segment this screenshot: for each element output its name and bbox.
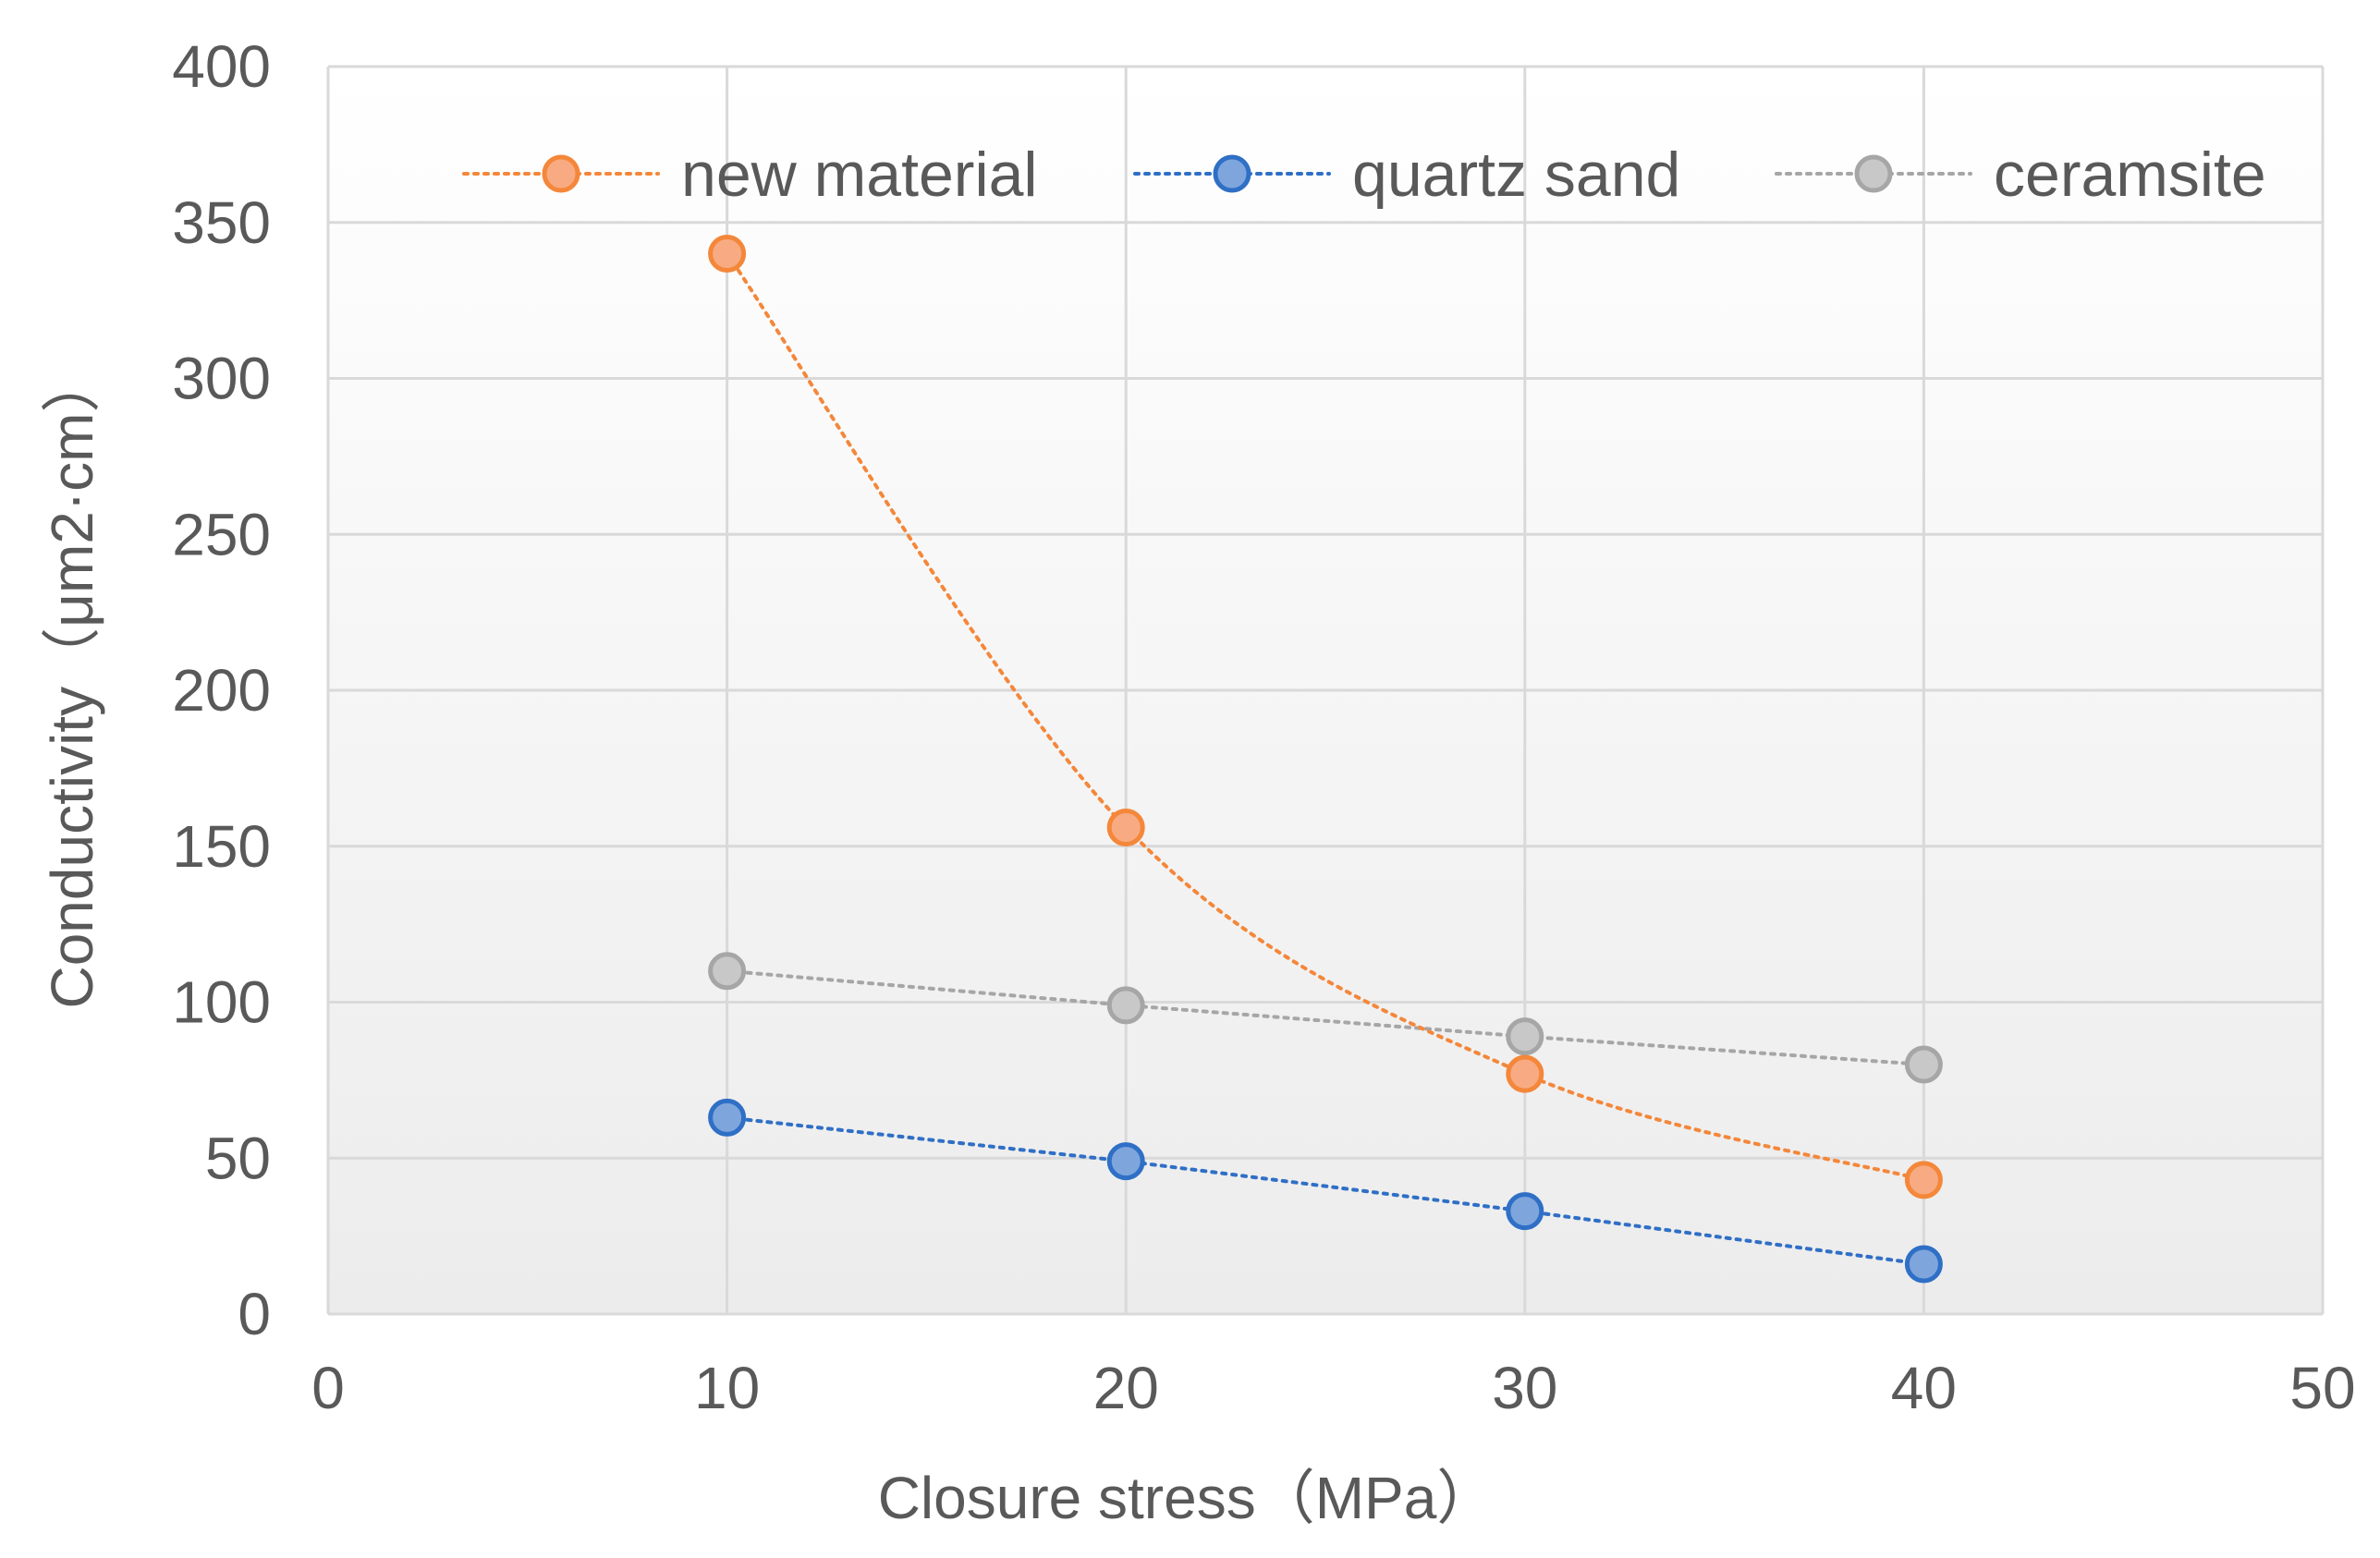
- y-tick-label: 100: [172, 969, 271, 1036]
- legend-marker-quartz-sand: [1213, 154, 1251, 193]
- legend-item-new-material: new material: [462, 140, 1038, 210]
- y-axis-title: Conductivity（μm2·cm）: [39, 354, 105, 1009]
- series-line-new-material: [725, 251, 1926, 1182]
- x-tick-label: 50: [2289, 1355, 2355, 1421]
- legend-label-ceramsite: ceramsite: [1994, 140, 2266, 210]
- x-axis-title: Closure stress（MPa）: [878, 1465, 1496, 1531]
- x-tick-label: 0: [311, 1355, 345, 1421]
- data-point-quartz-sand: [1106, 1142, 1145, 1181]
- legend-marker-ceramsite: [1854, 154, 1893, 193]
- y-tick-label: 0: [238, 1281, 271, 1347]
- data-point-new-material: [708, 235, 747, 273]
- data-point-new-material: [1506, 1054, 1544, 1093]
- x-tick-label: 30: [1492, 1355, 1557, 1421]
- data-point-quartz-sand: [1506, 1192, 1544, 1231]
- data-point-new-material: [1106, 809, 1145, 846]
- series-line-quartz-sand: [725, 1115, 1926, 1266]
- data-point-ceramsite: [1904, 1045, 1943, 1084]
- series-quartz-sand: [708, 1098, 1943, 1284]
- data-point-ceramsite: [708, 952, 747, 991]
- legend-item-quartz-sand: quartz sand: [1133, 140, 1680, 210]
- y-tick-label: 300: [172, 346, 271, 412]
- legend-item-ceramsite: ceramsite: [1775, 140, 2266, 210]
- data-point-quartz-sand: [1904, 1245, 1943, 1284]
- x-tick-label: 20: [1093, 1355, 1159, 1421]
- y-tick-label: 350: [172, 189, 271, 256]
- data-point-quartz-sand: [708, 1098, 747, 1137]
- y-tick-label: 400: [172, 33, 271, 100]
- legend-label-new-material: new material: [681, 140, 1038, 210]
- series-line-ceramsite: [725, 968, 1926, 1066]
- data-point-new-material: [1904, 1161, 1943, 1199]
- series-layer: [708, 235, 1943, 1284]
- data-point-ceramsite: [1106, 986, 1145, 1025]
- y-tick-labels: 0 50 100 150 200 250 300 350 400: [172, 33, 271, 1347]
- x-tick-labels: 0 10 20 30 40 50: [311, 1355, 2355, 1421]
- x-tick-label: 10: [694, 1355, 760, 1421]
- y-tick-label: 50: [205, 1125, 271, 1191]
- data-point-ceramsite: [1506, 1017, 1544, 1056]
- y-tick-label: 250: [172, 501, 271, 567]
- legend-label-quartz-sand: quartz sand: [1352, 140, 1680, 210]
- y-tick-label: 200: [172, 657, 271, 724]
- legend: new material quartz sand ceramsite: [462, 140, 2266, 210]
- series-new-material: [708, 235, 1943, 1199]
- x-tick-label: 40: [1891, 1355, 1957, 1421]
- series-ceramsite: [708, 952, 1943, 1084]
- legend-marker-new-material: [542, 154, 580, 193]
- y-tick-label: 150: [172, 813, 271, 880]
